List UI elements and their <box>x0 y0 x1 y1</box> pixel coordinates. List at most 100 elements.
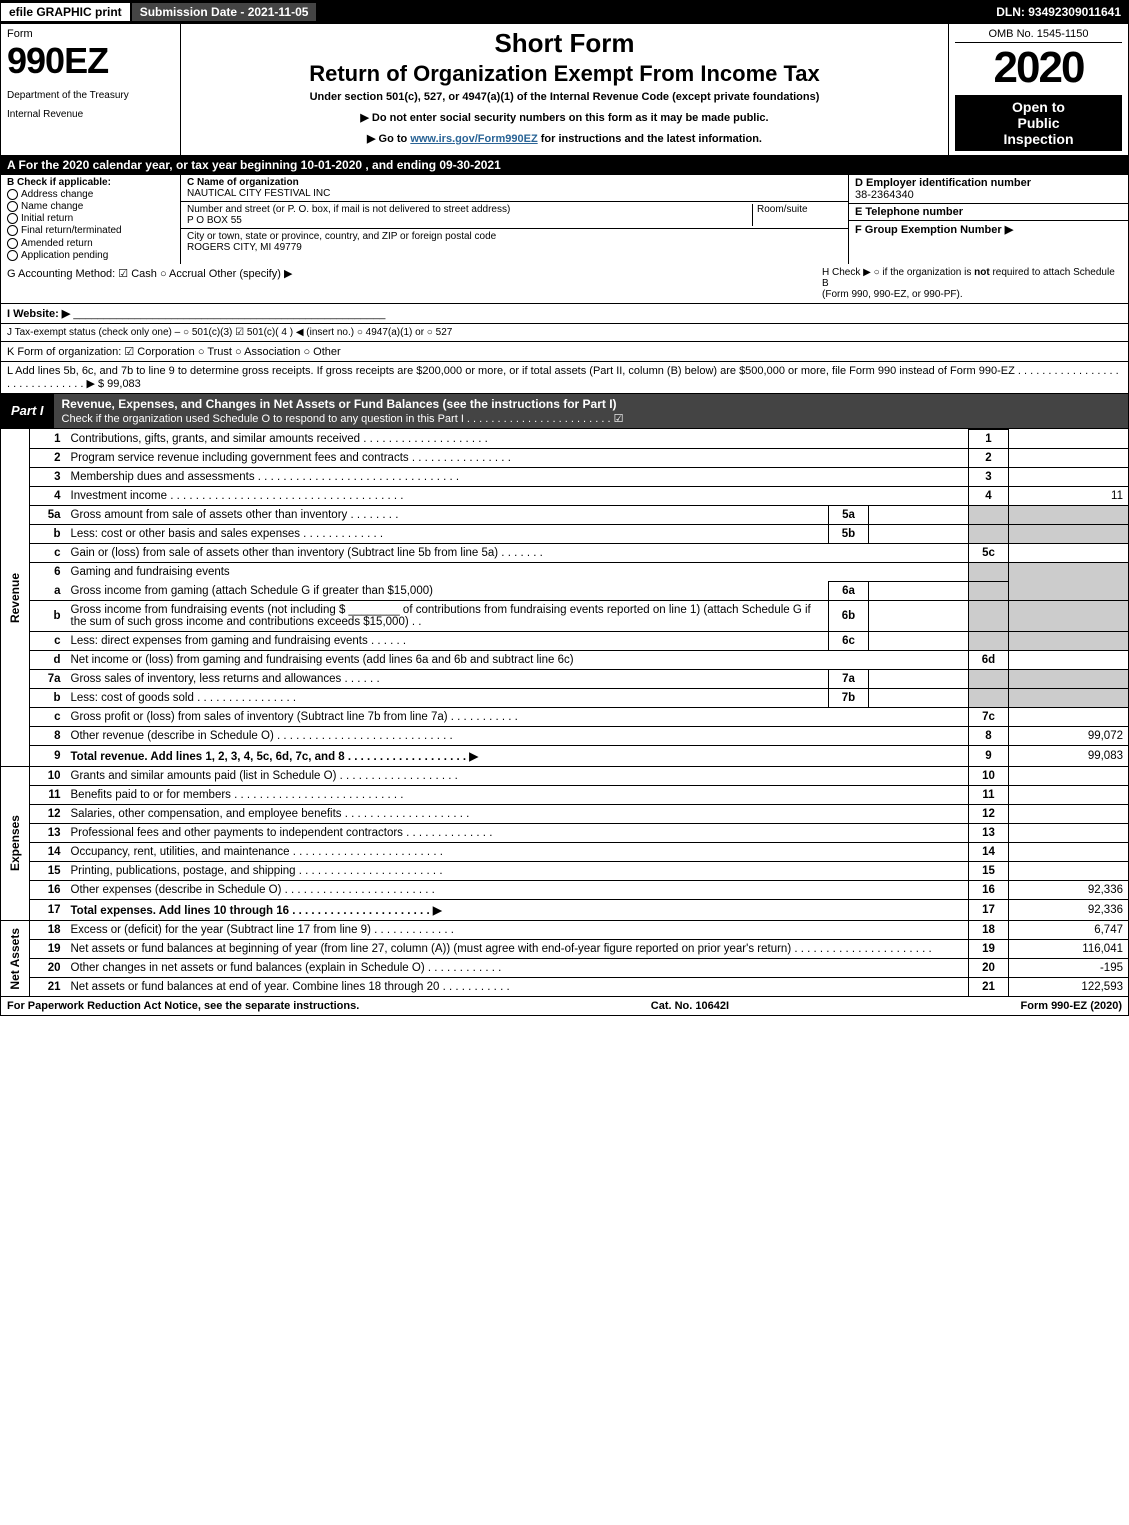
line-6b-desc: Gross income from fundraising events (no… <box>66 600 829 631</box>
street-label: Number and street (or P. O. box, if mail… <box>187 204 510 215</box>
line-19-amt: 116,041 <box>1009 939 1129 958</box>
line-12-desc: Salaries, other compensation, and employ… <box>66 804 969 823</box>
line-7a-ibox: 7a <box>829 669 869 688</box>
line-6-shade <box>969 562 1009 581</box>
line-8-num: 8 <box>30 726 66 745</box>
chk-amended-return[interactable]: Amended return <box>7 238 174 249</box>
group-exemption-label: F Group Exemption Number ▶ <box>855 224 1013 236</box>
line-h: H Check ▶ ○ if the organization is not r… <box>822 267 1122 300</box>
line-3-desc: Membership dues and assessments . . . . … <box>66 467 969 486</box>
line-5b-iamt <box>869 524 969 543</box>
line-20-num: 20 <box>30 959 66 978</box>
header-subtext: Under section 501(c), 527, or 4947(a)(1)… <box>189 91 940 103</box>
line-6a-num: a <box>30 581 66 600</box>
line-3-box: 3 <box>969 467 1009 486</box>
form-word: Form <box>7 28 174 40</box>
line-16-amt: 92,336 <box>1009 880 1129 899</box>
top-bar: efile GRAPHIC print Submission Date - 20… <box>0 0 1129 24</box>
line-6c-shade2 <box>1009 631 1129 650</box>
line-6d-desc: Net income or (loss) from gaming and fun… <box>66 650 969 669</box>
street-value: P O BOX 55 <box>187 215 242 226</box>
row-19: 19Net assets or fund balances at beginni… <box>1 939 1129 958</box>
chk-final-return[interactable]: Final return/terminated <box>7 225 174 236</box>
line-10-amt <box>1009 766 1129 785</box>
row-6a: aGross income from gaming (attach Schedu… <box>1 581 1129 600</box>
efile-print-button[interactable]: efile GRAPHIC print <box>0 2 131 22</box>
line-2-box: 2 <box>969 448 1009 467</box>
line-7c-desc: Gross profit or (loss) from sales of inv… <box>66 707 969 726</box>
box-d: D Employer identification number 38-2364… <box>849 175 1128 204</box>
line-6b-shade <box>969 600 1009 631</box>
box-c: C Name of organization NAUTICAL CITY FES… <box>181 175 848 264</box>
line-5a-shade <box>969 505 1009 524</box>
dln-label: DLN: 93492309011641 <box>988 3 1129 21</box>
row-5a: 5aGross amount from sale of assets other… <box>1 505 1129 524</box>
row-8: 8Other revenue (describe in Schedule O) … <box>1 726 1129 745</box>
line-h-post2: (Form 990, 990-EZ, or 990-PF). <box>822 289 963 300</box>
line-12-num: 12 <box>30 804 66 823</box>
line-14-num: 14 <box>30 842 66 861</box>
line-5b-shade <box>969 524 1009 543</box>
revenue-label: Revenue <box>6 569 24 627</box>
line-i: I Website: ▶ ___________________________… <box>0 304 1129 324</box>
row-3: 3Membership dues and assessments . . . .… <box>1 467 1129 486</box>
line-9-desc: Total revenue. Add lines 1, 2, 3, 4, 5c,… <box>66 745 969 766</box>
line-6b-ibox: 6b <box>829 600 869 631</box>
org-name-value: NAUTICAL CITY FESTIVAL INC <box>187 188 330 199</box>
net-assets-label: Net Assets <box>6 924 24 994</box>
footer-form: Form 990-EZ (2020) <box>1021 1000 1123 1012</box>
row-4: 4Investment income . . . . . . . . . . .… <box>1 486 1129 505</box>
ein-value: 38-2364340 <box>855 189 914 201</box>
row-6b: bGross income from fundraising events (n… <box>1 600 1129 631</box>
chk-application-pending[interactable]: Application pending <box>7 250 174 261</box>
form-header: Form 990EZ Department of the Treasury In… <box>0 24 1129 156</box>
part-i-label: Part I <box>1 400 54 421</box>
line-6a-shade <box>969 581 1009 600</box>
line-6b-num: b <box>30 600 66 631</box>
line-7b-num: b <box>30 688 66 707</box>
row-6c: cLess: direct expenses from gaming and f… <box>1 631 1129 650</box>
chk-initial-return[interactable]: Initial return <box>7 213 174 224</box>
org-name-row: C Name of organization NAUTICAL CITY FES… <box>181 175 848 202</box>
row-15: 15Printing, publications, postage, and s… <box>1 861 1129 880</box>
chk-address-change[interactable]: Address change <box>7 189 174 200</box>
chk-name-change[interactable]: Name change <box>7 201 174 212</box>
line-l: L Add lines 5b, 6c, and 7b to line 9 to … <box>0 362 1129 394</box>
row-6: 6Gaming and fundraising events <box>1 562 1129 581</box>
line-4-box: 4 <box>969 486 1009 505</box>
line-1-box: 1 <box>969 429 1009 448</box>
expenses-label: Expenses <box>6 811 24 875</box>
line-11-box: 11 <box>969 785 1009 804</box>
line-7a-iamt <box>869 669 969 688</box>
line-14-amt <box>1009 842 1129 861</box>
line-8-desc: Other revenue (describe in Schedule O) .… <box>66 726 969 745</box>
line-4-amt: 11 <box>1009 486 1129 505</box>
line-16-num: 16 <box>30 880 66 899</box>
line-6d-box: 6d <box>969 650 1009 669</box>
irs-label: Internal Revenue <box>7 109 174 120</box>
line-7a-desc: Gross sales of inventory, less returns a… <box>66 669 829 688</box>
open-public-inspection: Open to Public Inspection <box>955 95 1122 151</box>
line-17-num: 17 <box>30 899 66 920</box>
dept-treasury: Department of the Treasury <box>7 90 174 101</box>
line-16-desc: Other expenses (describe in Schedule O) … <box>66 880 969 899</box>
box-f: F Group Exemption Number ▶ <box>849 221 1128 238</box>
row-6d: dNet income or (loss) from gaming and fu… <box>1 650 1129 669</box>
irs-link[interactable]: www.irs.gov/Form990EZ <box>410 133 537 145</box>
line-13-desc: Professional fees and other payments to … <box>66 823 969 842</box>
line-7b-ibox: 7b <box>829 688 869 707</box>
city-value: ROGERS CITY, MI 49779 <box>187 242 302 253</box>
bullet2-post: for instructions and the latest informat… <box>538 133 762 145</box>
line-7a-num: 7a <box>30 669 66 688</box>
line-2-desc: Program service revenue including govern… <box>66 448 969 467</box>
line-6a-ibox: 6a <box>829 581 869 600</box>
line-11-num: 11 <box>30 785 66 804</box>
open-line-3: Inspection <box>957 131 1120 147</box>
page-footer: For Paperwork Reduction Act Notice, see … <box>0 997 1129 1016</box>
line-14-box: 14 <box>969 842 1009 861</box>
header-bullet-2: ▶ Go to www.irs.gov/Form990EZ for instru… <box>189 132 940 145</box>
line-1-num: 1 <box>30 429 66 448</box>
header-right: OMB No. 1545-1150 2020 Open to Public In… <box>948 24 1128 155</box>
header-bullet-1: ▶ Do not enter social security numbers o… <box>189 111 940 124</box>
line-5a-shade2 <box>1009 505 1129 524</box>
